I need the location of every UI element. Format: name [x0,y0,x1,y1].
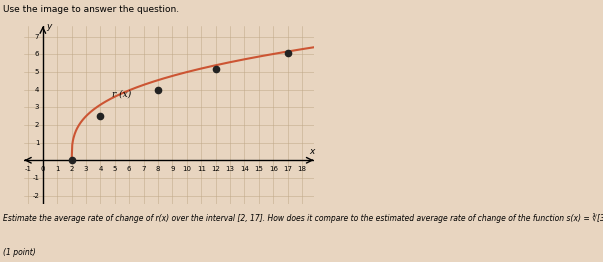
Text: (1 point): (1 point) [3,248,36,256]
Text: 11: 11 [197,166,206,172]
Text: 17: 17 [283,166,292,172]
Text: -1: -1 [32,175,39,181]
Text: 2: 2 [35,122,39,128]
Text: 15: 15 [254,166,264,172]
Text: Use the image to answer the question.: Use the image to answer the question. [3,5,179,14]
Text: 9: 9 [170,166,175,172]
Text: -1: -1 [25,166,32,172]
Text: 5: 5 [35,69,39,75]
Text: 18: 18 [297,166,306,172]
Text: 4: 4 [98,166,103,172]
Text: 12: 12 [211,166,220,172]
Text: 5: 5 [113,166,117,172]
Text: 13: 13 [226,166,235,172]
Text: -2: -2 [33,193,39,199]
Text: 3: 3 [84,166,88,172]
Text: 14: 14 [240,166,249,172]
Text: 1: 1 [55,166,60,172]
Text: Estimate the average rate of change of r(x) over the interval [2, 17]. How does : Estimate the average rate of change of r… [3,214,603,223]
Text: 1: 1 [35,140,39,146]
Text: 2: 2 [69,166,74,172]
Text: 16: 16 [269,166,278,172]
Text: 3: 3 [35,104,39,110]
Text: 7: 7 [35,34,39,40]
Text: 4: 4 [35,87,39,93]
Text: 0: 0 [40,166,45,172]
Text: y: y [46,21,52,31]
Text: x: x [309,147,315,156]
Text: 8: 8 [156,166,160,172]
Text: 6: 6 [35,51,39,57]
Text: 10: 10 [182,166,191,172]
Text: r (x): r (x) [112,90,131,99]
Text: 7: 7 [141,166,146,172]
Text: 6: 6 [127,166,131,172]
